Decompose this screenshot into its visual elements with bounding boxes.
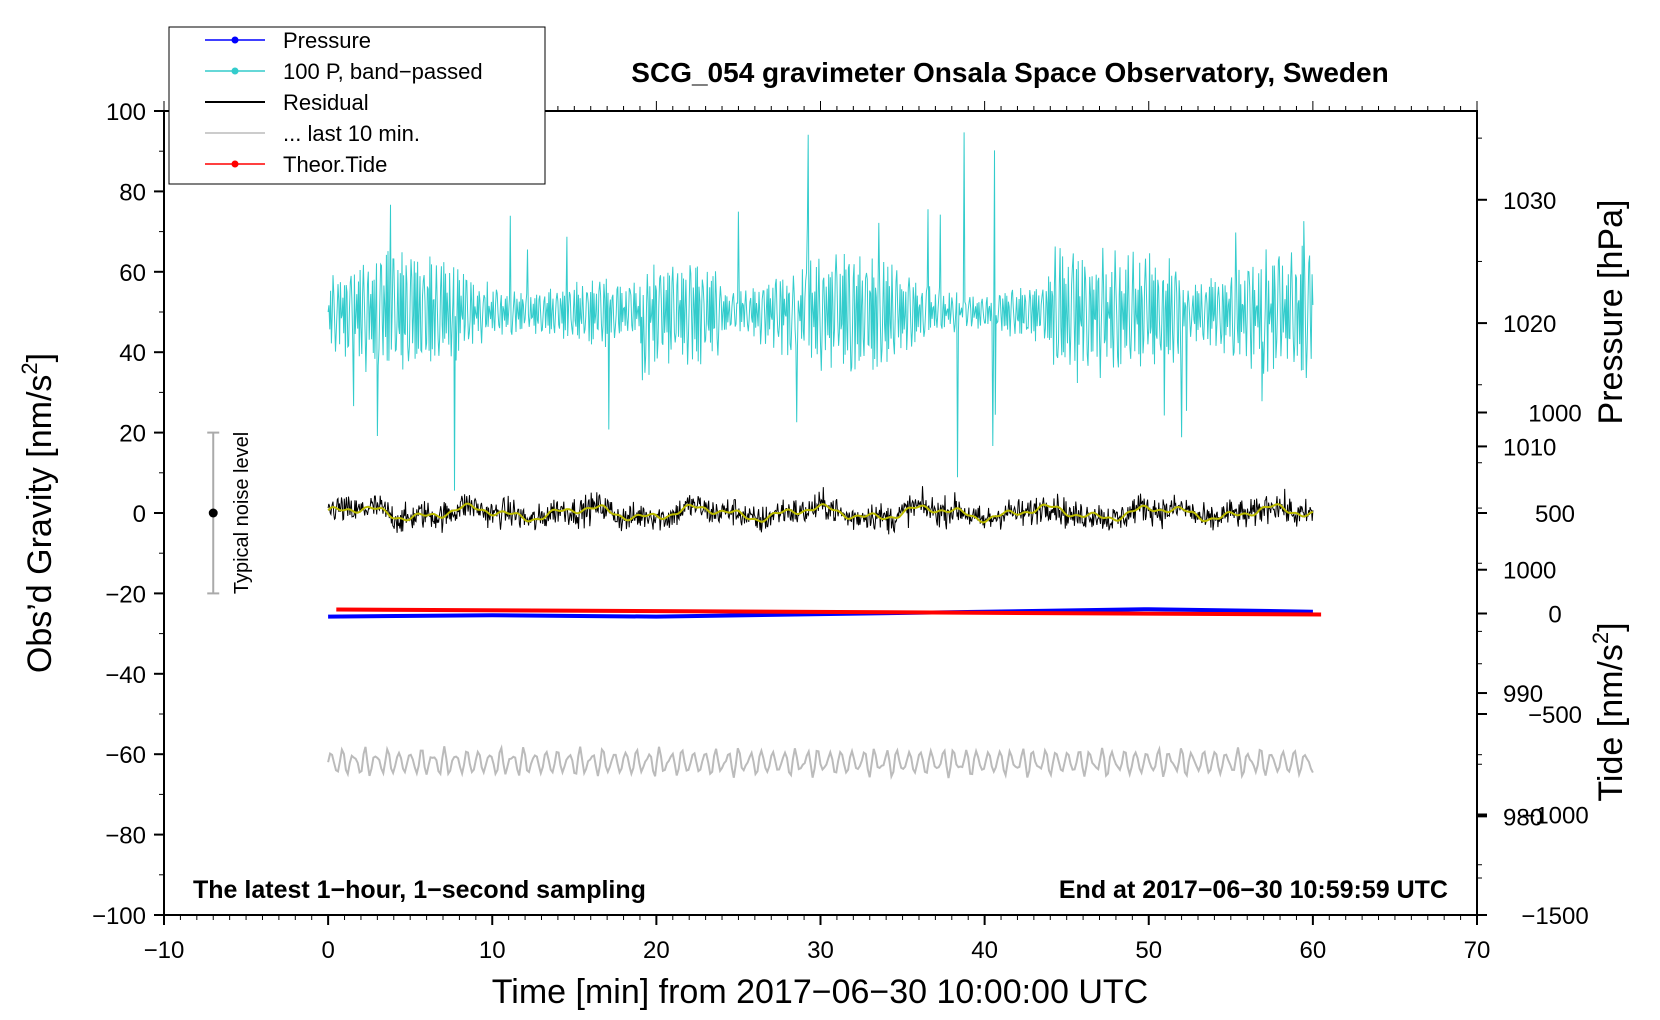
x-tick-label: 60: [1300, 937, 1327, 964]
legend-entry: Pressure: [205, 28, 371, 53]
x-tick-label: 10: [479, 937, 506, 964]
y-axis-label: Obs’d Gravity [nm/s2]: [17, 353, 59, 673]
legend-label: Theor.Tide: [283, 152, 387, 177]
x-tick-label: −10: [144, 937, 185, 964]
y-tick-label: −60: [105, 742, 146, 769]
y-tick-label: 100: [106, 99, 146, 126]
pressure-tick-label: 980: [1503, 804, 1543, 831]
series-last-10-min: [327, 744, 1314, 780]
series-pressure: [328, 607, 1313, 619]
y-tick-label: 0: [133, 501, 146, 528]
y-tick-label: −100: [92, 903, 146, 930]
x-tick-label: 30: [807, 937, 834, 964]
series-residual-smoothed: [327, 502, 1314, 524]
tide-axis-label-sup: 2: [1588, 632, 1613, 644]
note-left: The latest 1−hour, 1−second sampling: [193, 876, 646, 904]
note-right: End at 2017−06−30 10:59:59 UTC: [1059, 876, 1448, 904]
x-tick-label: 0: [321, 937, 334, 964]
series-pressure-bandpassed: [327, 132, 1314, 491]
noise-bar-center-dot: [208, 508, 218, 518]
legend: Pressure 100 P, band−passed Residual ... la…: [168, 26, 546, 185]
pressure-tick-label: 1000: [1503, 558, 1556, 585]
y-tick-label: 80: [119, 179, 146, 206]
tide-axis-label-close: ]: [1592, 622, 1630, 631]
legend-entry: ... last 10 min.: [205, 121, 420, 146]
legend-entry: Residual: [205, 90, 369, 115]
chart-title: SCG_054 gravimeter Onsala Space Observat…: [631, 57, 1388, 88]
x-axis-label: Time [min] from 2017−06−30 10:00:00 UTC: [492, 973, 1148, 1011]
legend-entry: 100 P, band−passed: [205, 59, 483, 84]
legend-label: ... last 10 min.: [283, 121, 420, 146]
tide-tick-label: 500: [1535, 501, 1575, 528]
y-tick-label: 20: [119, 421, 146, 448]
pressure-tick-label: 1020: [1503, 311, 1556, 338]
y-tick-label: −20: [105, 581, 146, 608]
pressure-tick-label: 990: [1503, 681, 1543, 708]
pressure-tick-label: 1010: [1503, 434, 1556, 461]
tide-tick-label: −1500: [1521, 903, 1588, 930]
legend-label: 100 P, band−passed: [283, 59, 483, 84]
tide-axis-label: Tide [nm/s2]: [1588, 622, 1630, 801]
legend-box: [168, 26, 546, 185]
y-axis-label-sup: 2: [17, 362, 42, 374]
legend-label: Pressure: [283, 28, 371, 53]
legend-entry: Theor.Tide: [205, 152, 387, 177]
legend-label: Residual: [283, 90, 369, 115]
pressure-axis-label: Pressure [hPa]: [1592, 200, 1630, 425]
y-tick-label: 40: [119, 340, 146, 367]
x-tick-label: 20: [643, 937, 670, 964]
legend-marker: [231, 67, 239, 75]
legend-marker: [231, 160, 239, 168]
tide-tick-label: −1000: [1521, 803, 1588, 830]
tide-tick-label: 1000: [1528, 401, 1581, 428]
noise-level-label: Typical noise level: [231, 432, 253, 594]
y-tick-label: −80: [105, 823, 146, 850]
legend-marker: [231, 36, 239, 44]
pressure-tick-label: 1030: [1503, 188, 1556, 215]
x-tick-label: 50: [1135, 937, 1162, 964]
y-axis-label-close: ]: [21, 353, 59, 362]
x-tick-label: 70: [1464, 937, 1491, 964]
tide-tick-label: 0: [1548, 602, 1561, 629]
noise-level-indicator: [207, 431, 220, 595]
series-theoretical-tide: [336, 607, 1322, 617]
y-tick-label: −40: [105, 662, 146, 689]
x-tick-label: 40: [971, 937, 998, 964]
y-tick-label: 60: [119, 260, 146, 287]
tide-tick-label: −500: [1528, 702, 1582, 729]
